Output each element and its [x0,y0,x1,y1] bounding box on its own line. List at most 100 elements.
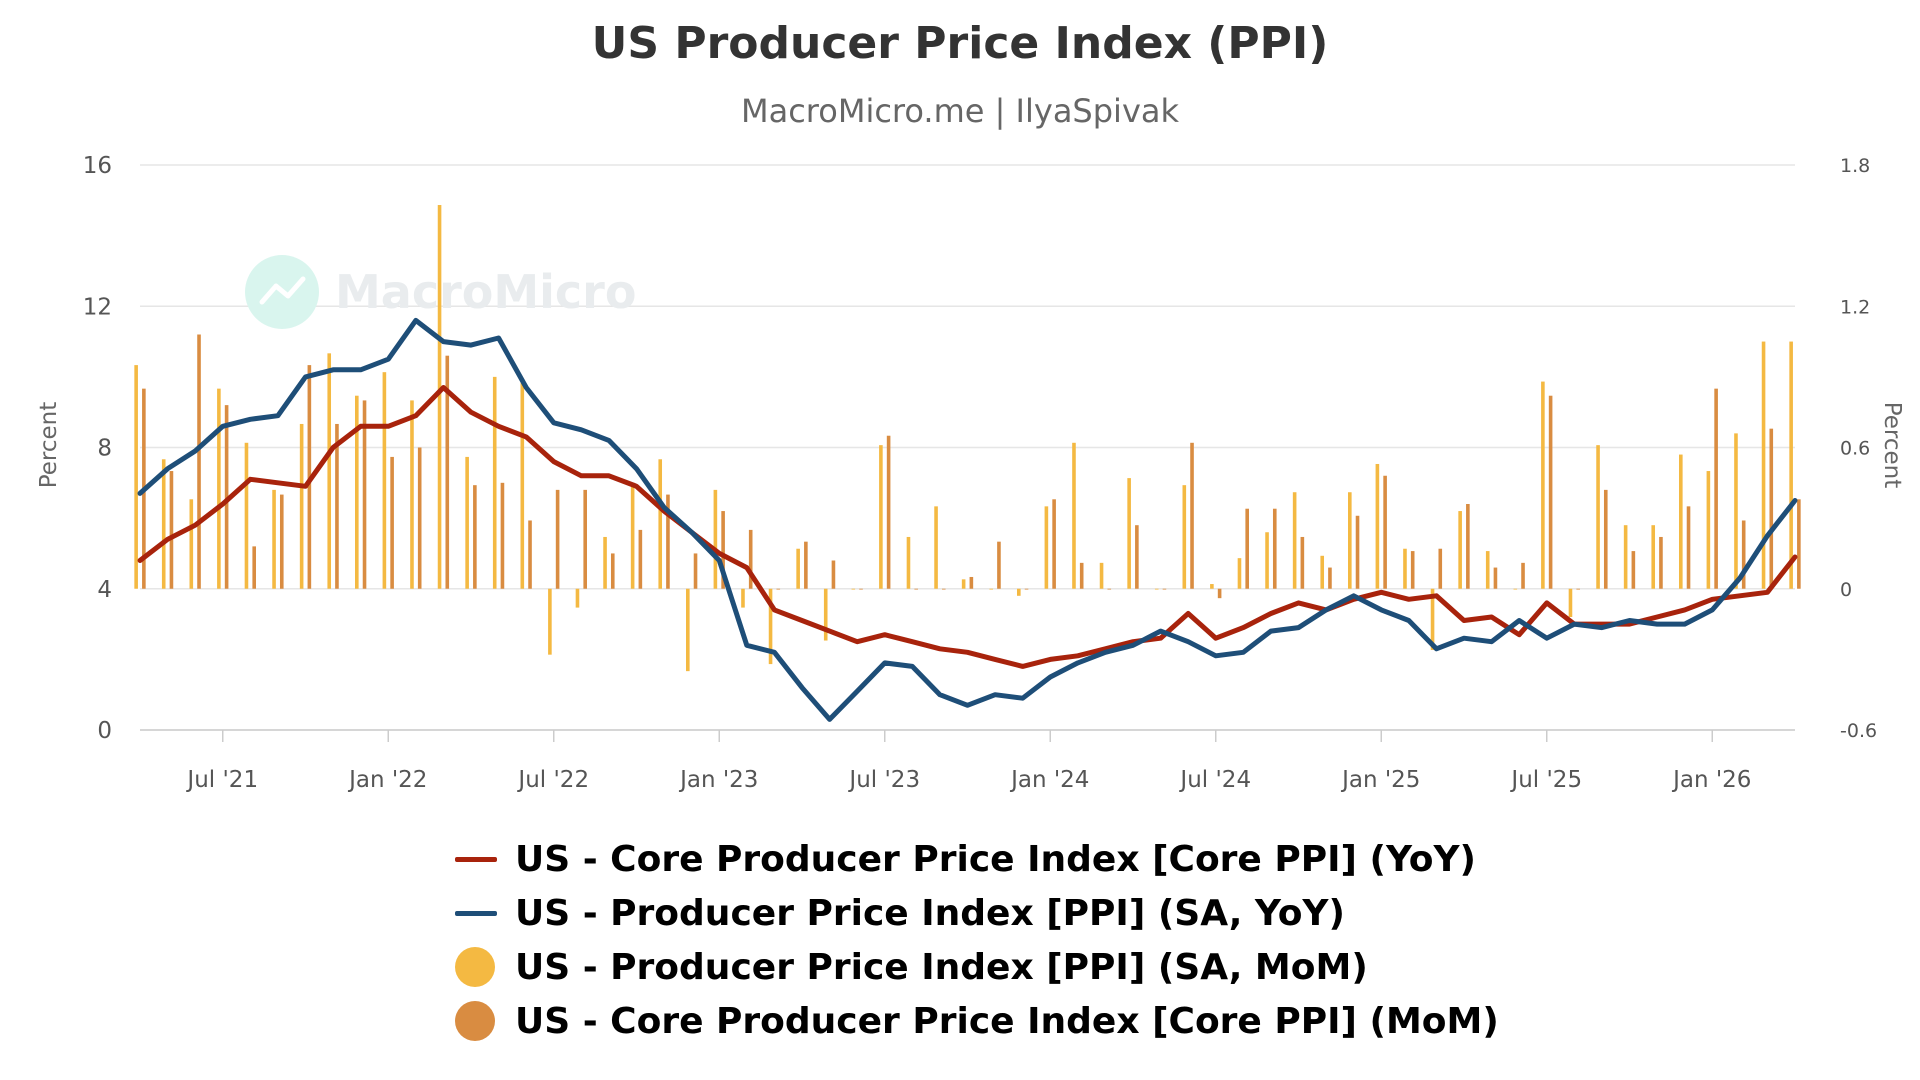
ppi-mom-bar [1320,555,1325,589]
y-tick-label-left: 0 [97,718,112,744]
ppi-mom-bar [1651,525,1656,589]
core-ppi-mom-bar [362,400,367,589]
y-tick-label-right: 0 [1840,579,1852,601]
core-ppi-mom-bar [1272,508,1277,589]
core-ppi-mom-bar [1190,442,1194,589]
legend-label: US - Producer Price Index [PPI] (SA, MoM… [515,946,1368,988]
grid-lines [140,164,1795,731]
legend-item-core-ppi-yoy[interactable]: US - Core Producer Price Index [Core PPI… [455,832,1499,886]
legend-item-core-ppi-mom[interactable]: US - Core Producer Price Index [Core PPI… [455,994,1499,1048]
x-tick-label: Jul '23 [847,767,920,793]
core-ppi-mom-bar [1355,515,1360,589]
core-ppi-mom-bar [390,456,394,589]
core-ppi-mom-bar [555,489,560,589]
core-ppi-mom-bar [1576,588,1580,590]
ppi-mom-bar [189,499,194,589]
watermark-chart-icon [259,276,306,305]
core-ppi-mom-bar [1769,428,1774,589]
ppi-mom-bar [851,588,856,590]
legend-line-symbol [455,910,505,916]
ppi-mom-bar [1679,454,1683,589]
ppi-mom-bar [1017,588,1021,596]
ppi-mom-bar [548,588,552,655]
ppi-mom-bar [575,588,580,608]
core-ppi-mom-bar [224,405,229,589]
ppi-mom-bar [134,365,138,589]
core-ppi-mom-bar [1686,506,1691,589]
ppi-mom-bar [244,442,249,589]
ppi-mom-bar [630,482,635,589]
core-ppi-mom-bar [941,588,946,590]
core-ppi-mom-bar [1741,520,1746,589]
ppi-mom-bar [1127,478,1131,589]
ppi-mom-bar [713,489,718,589]
core-ppi-mom-bar [1024,588,1029,590]
ppi-mom-bar [1761,341,1766,589]
legend-item-ppi-yoy[interactable]: US - Producer Price Index [PPI] (SA, YoY… [455,886,1499,940]
core-ppi-mom-bar [1548,395,1553,589]
ppi-mom-bar [217,388,221,589]
chart-subtitle: MacroMicro.me | IlyaSpivak [740,92,1180,130]
core-ppi-mom-bar [610,553,615,589]
core-ppi-mom-bar [1797,499,1801,589]
x-tick-label: Jul '21 [185,767,258,793]
ppi-mom-bar [1596,445,1600,589]
core-ppi-mom-bar [914,588,918,590]
ppi-mom-bar [1568,588,1573,617]
core-ppi-mom-bar [279,494,284,589]
ppi-mom-bar [1734,433,1738,589]
y-tick-label-right: 1.2 [1840,296,1870,318]
ppi-mom-bar [161,459,166,589]
ppi-mom-bar [1375,463,1380,589]
y-tick-label-left: 12 [83,294,112,320]
legend-item-ppi-mom[interactable]: US - Producer Price Index [PPI] (SA, MoM… [455,940,1499,994]
ppi-mom-bar [879,445,883,589]
ppi-mom-bar [989,588,994,590]
watermark: MacroMicro [245,255,636,329]
ppi-mom-bar [768,588,773,665]
ppi-mom-bar [1099,562,1104,589]
y-axis-right-title: Percent [1879,402,1905,489]
x-tick-label: Jul '25 [1509,767,1582,793]
x-tick-label: Jul '24 [1178,767,1251,793]
core-ppi-mom-bar [169,471,174,589]
core-ppi-mom-bar [473,485,477,589]
ppi-mom-bar [299,423,304,589]
y-axis-left-title: Percent [36,402,62,489]
ppi-mom-bar [823,588,828,641]
y-tick-label-left: 16 [83,153,112,179]
ppi-mom-bar [437,205,442,589]
x-tick-label: Jan '23 [678,767,758,793]
legend-dot-symbol [455,947,505,987]
core-ppi-mom-bar [1438,548,1443,589]
x-tick-label: Jan '24 [1009,767,1089,793]
ppi-mom-bar [1513,588,1518,590]
core-ppi-mom-bar [1079,562,1084,589]
ppi-mom-bar [1706,471,1711,589]
core-ppi-mom-bar [748,529,753,589]
ppi-mom-bar [603,536,607,589]
core-ppi-mom-bar [693,553,698,589]
core-ppi-mom-bar [445,355,450,589]
y-tick-label-right: 0.6 [1840,438,1870,460]
core-ppi-mom-bar [776,588,781,590]
legend-swatch [455,856,497,862]
ppi-mom-bar [1182,485,1187,589]
core-ppi-mom-bar [500,482,505,589]
core-ppi-mom-bar [197,334,201,589]
core-ppi-mom-bar [721,511,725,589]
core-ppi-mom-bar [1383,475,1387,589]
legend-label: US - Producer Price Index [PPI] (SA, YoY… [515,892,1345,934]
axes: 0 4 8 12 16 -0.6 0 0.6 1.2 1.8 Jul '21 Jan '22 Jul '… [83,153,1877,793]
core-ppi-mom-bar [666,494,670,589]
x-tick-label: Jan '25 [1340,767,1420,793]
line-series [137,317,1798,722]
ppi-mom-bar [1541,381,1545,589]
ppi-mom-bar [658,459,663,589]
ppi-mom-bar [1072,442,1076,589]
ppi-mom-bar [1237,558,1242,589]
core-ppi-mom-bar [1466,504,1470,589]
ppi-mom-bar [686,588,690,672]
ppi-mom-bar [1154,588,1159,590]
ppi-mom-bar [741,588,745,608]
